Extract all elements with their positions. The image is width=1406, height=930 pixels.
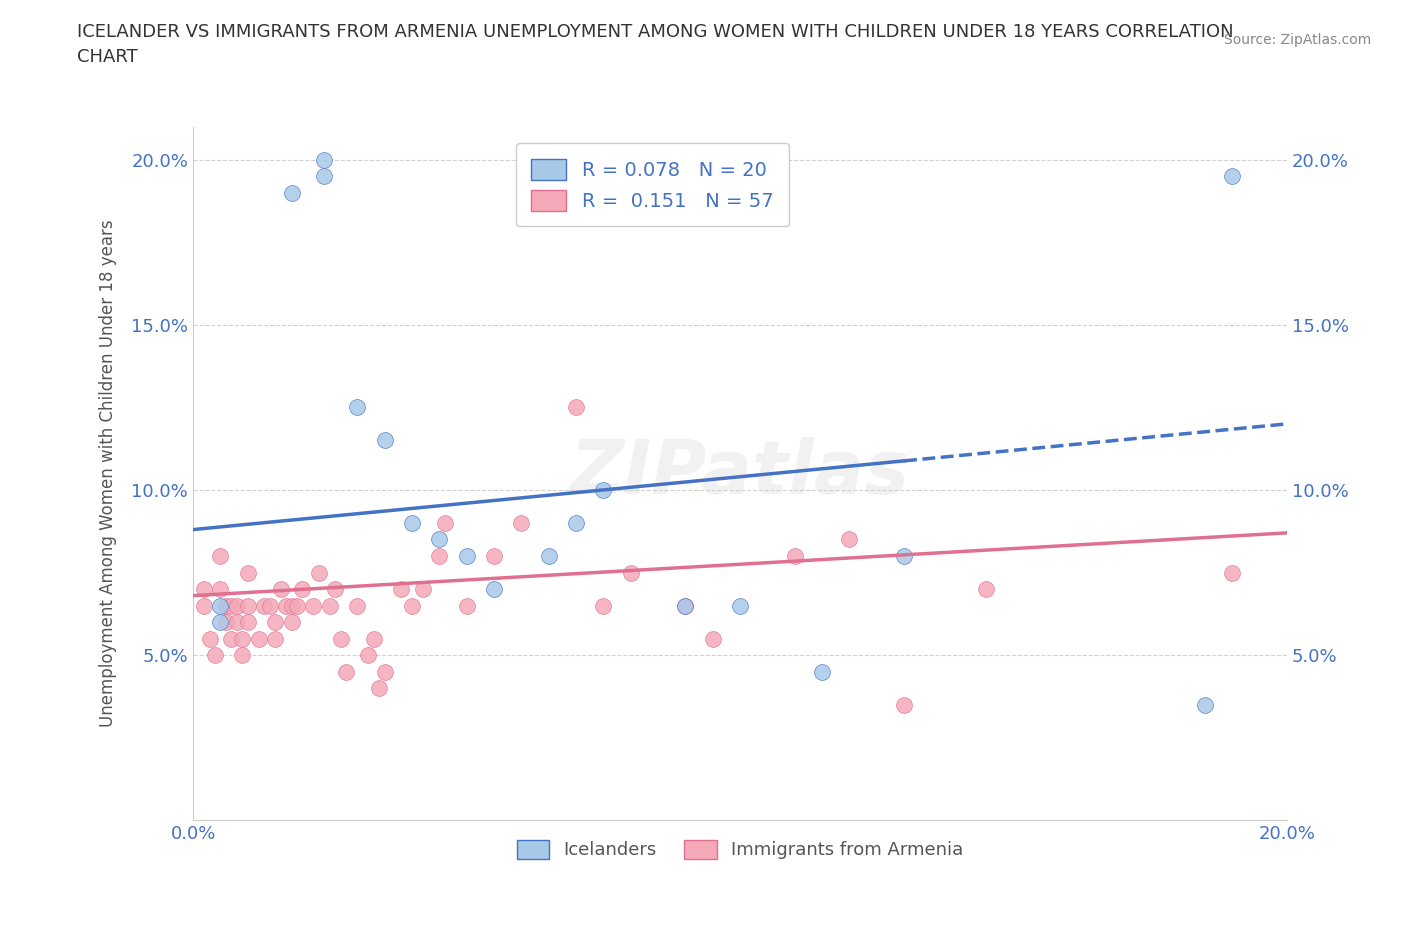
Point xyxy=(482,581,505,596)
Point xyxy=(1194,698,1216,712)
Point xyxy=(427,549,450,564)
Point xyxy=(302,598,325,613)
Point xyxy=(291,581,314,596)
Point xyxy=(389,581,412,596)
Point xyxy=(357,647,380,662)
Point xyxy=(482,549,505,564)
Point xyxy=(838,532,860,547)
Point xyxy=(215,598,238,613)
Point xyxy=(236,598,259,613)
Point xyxy=(1220,565,1243,580)
Point xyxy=(247,631,270,646)
Point xyxy=(221,631,243,646)
Point xyxy=(193,581,215,596)
Point xyxy=(280,615,302,630)
Point xyxy=(236,565,259,580)
Point xyxy=(280,598,302,613)
Point xyxy=(702,631,724,646)
Point xyxy=(253,598,276,613)
Point xyxy=(373,664,395,679)
Point xyxy=(280,185,302,200)
Point xyxy=(314,153,336,167)
Point xyxy=(728,598,751,613)
Point xyxy=(592,598,614,613)
Point xyxy=(285,598,308,613)
Y-axis label: Unemployment Among Women with Children Under 18 years: Unemployment Among Women with Children U… xyxy=(100,219,117,727)
Point xyxy=(565,515,588,530)
Point xyxy=(368,681,391,696)
Point xyxy=(811,664,834,679)
Point xyxy=(1220,168,1243,183)
Text: ICELANDER VS IMMIGRANTS FROM ARMENIA UNEMPLOYMENT AMONG WOMEN WITH CHILDREN UNDE: ICELANDER VS IMMIGRANTS FROM ARMENIA UNE… xyxy=(77,23,1234,66)
Point xyxy=(783,549,806,564)
Point xyxy=(209,549,232,564)
Point xyxy=(565,400,588,415)
Point xyxy=(264,615,287,630)
Point xyxy=(456,549,478,564)
Point xyxy=(319,598,342,613)
Point xyxy=(427,532,450,547)
Point xyxy=(401,515,423,530)
Point xyxy=(231,631,253,646)
Point xyxy=(236,615,259,630)
Text: Source: ZipAtlas.com: Source: ZipAtlas.com xyxy=(1223,33,1371,46)
Point xyxy=(209,598,232,613)
Point xyxy=(231,647,253,662)
Point xyxy=(893,698,915,712)
Point xyxy=(346,598,368,613)
Point xyxy=(373,433,395,448)
Point xyxy=(673,598,696,613)
Point xyxy=(346,400,368,415)
Point xyxy=(329,631,352,646)
Point xyxy=(893,549,915,564)
Point xyxy=(537,549,560,564)
Point xyxy=(264,631,287,646)
Point xyxy=(456,598,478,613)
Point xyxy=(225,615,247,630)
Point xyxy=(401,598,423,613)
Point xyxy=(209,581,232,596)
Point xyxy=(363,631,385,646)
Point xyxy=(215,615,238,630)
Point xyxy=(308,565,330,580)
Text: ZIPatlas: ZIPatlas xyxy=(569,437,910,510)
Point xyxy=(193,598,215,613)
Point xyxy=(225,598,247,613)
Point xyxy=(433,515,456,530)
Point xyxy=(198,631,221,646)
Point xyxy=(620,565,643,580)
Point xyxy=(209,615,232,630)
Point xyxy=(673,598,696,613)
Legend: Icelanders, Immigrants from Armenia: Icelanders, Immigrants from Armenia xyxy=(509,832,970,867)
Point xyxy=(412,581,434,596)
Point xyxy=(592,483,614,498)
Point xyxy=(974,581,997,596)
Point xyxy=(259,598,281,613)
Point xyxy=(204,647,226,662)
Point xyxy=(270,581,292,596)
Point xyxy=(323,581,346,596)
Point xyxy=(335,664,357,679)
Point xyxy=(510,515,533,530)
Point xyxy=(221,598,243,613)
Point xyxy=(314,168,336,183)
Point xyxy=(274,598,297,613)
